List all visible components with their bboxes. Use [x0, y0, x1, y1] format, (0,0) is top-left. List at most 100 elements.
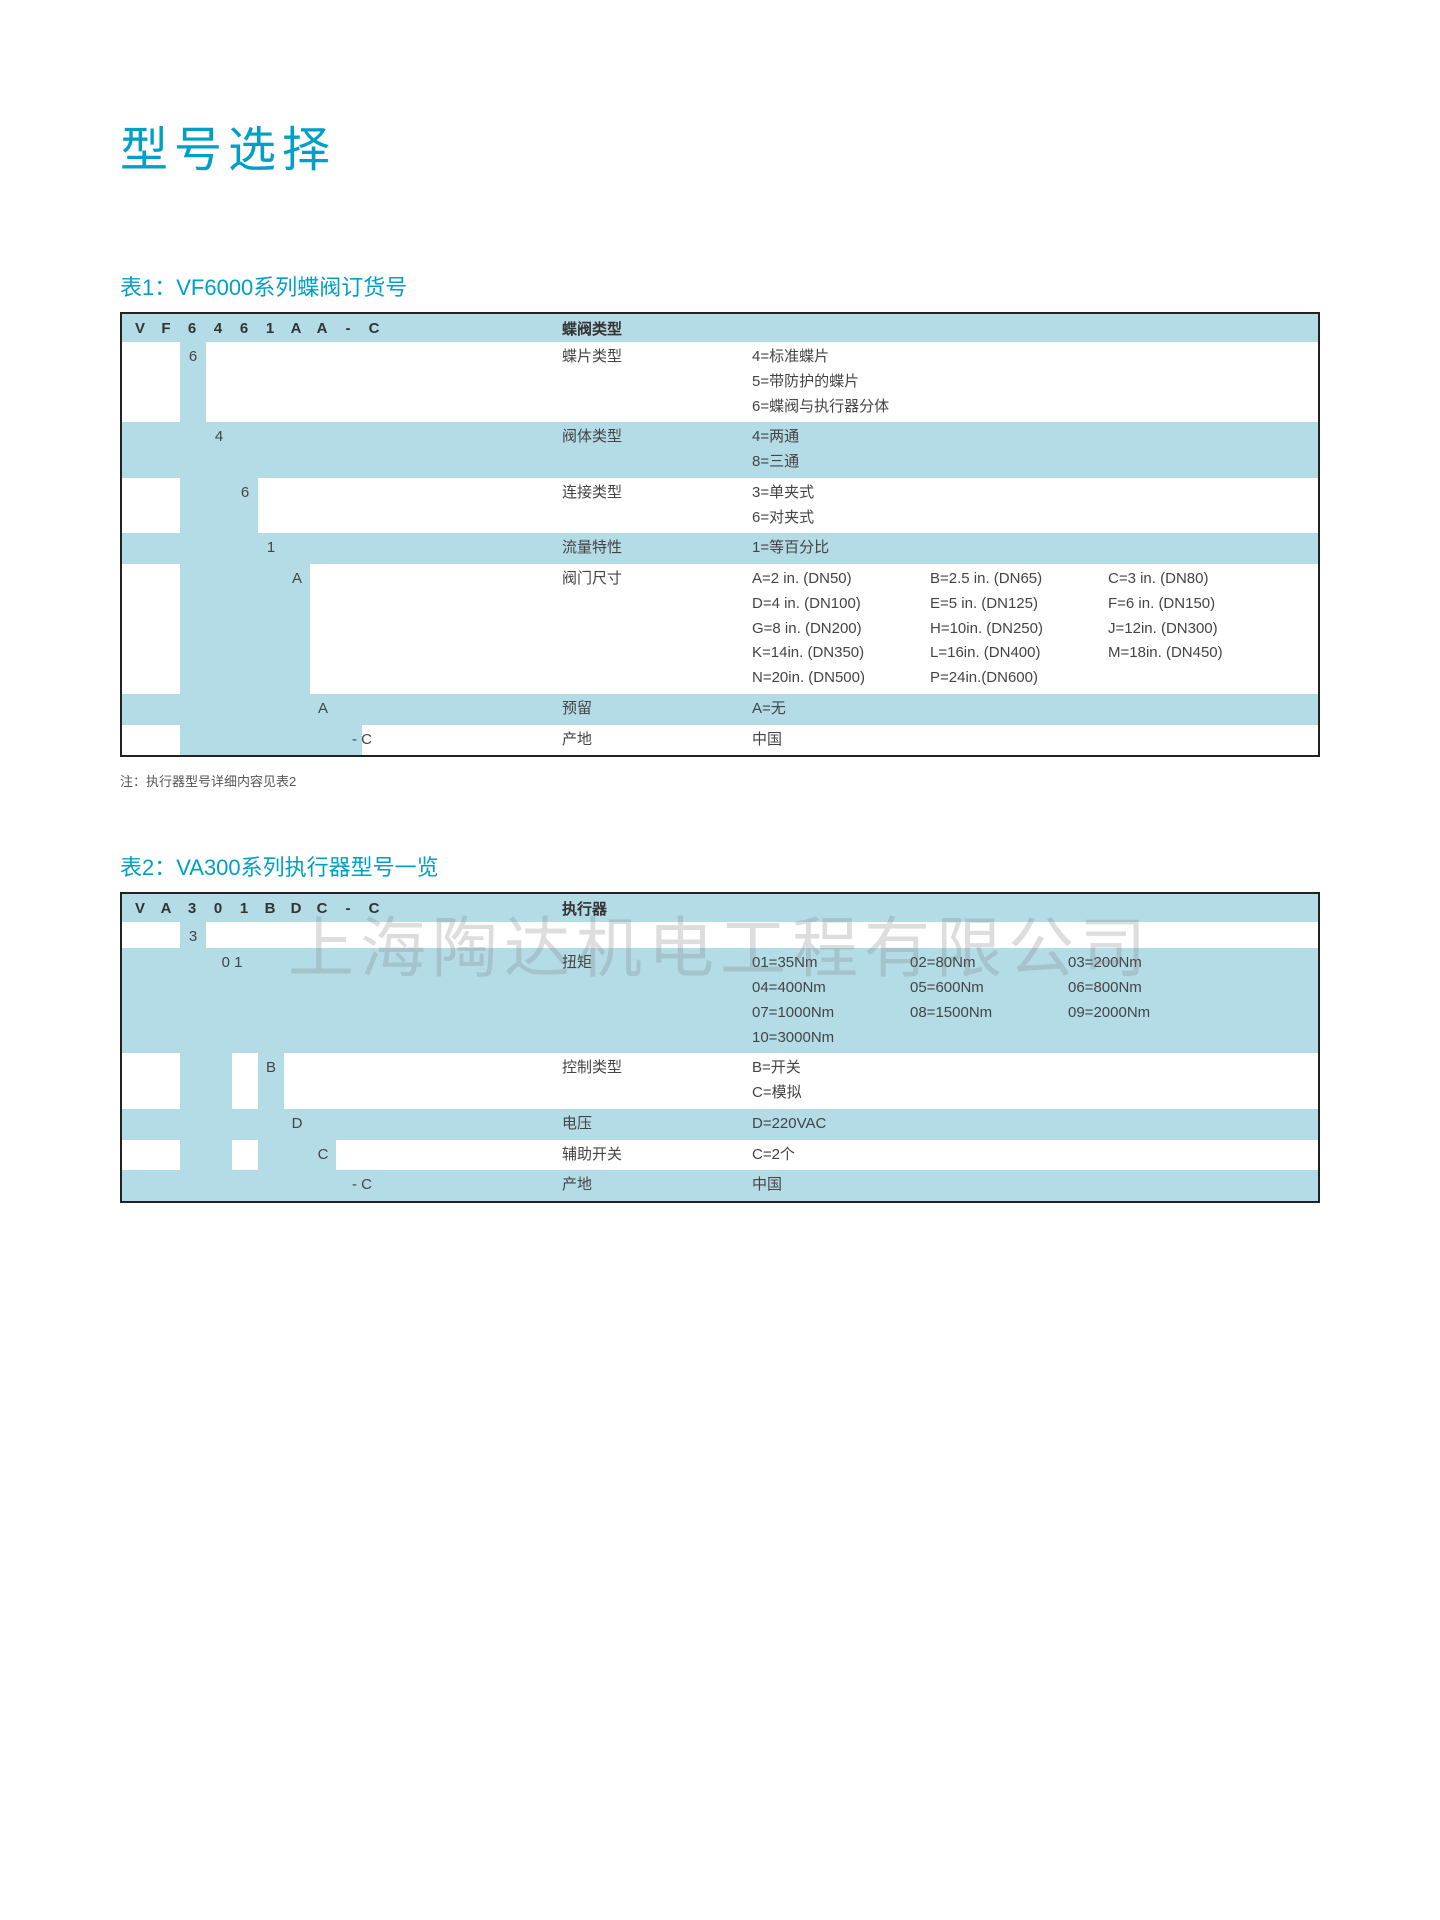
selector-row: 6 蝶片类型 4=标准蝶片5=带防护的蝶片6=蝶阀与执行器分体	[122, 342, 1318, 422]
value-item: A=无	[752, 697, 1052, 722]
value-item: 10=3000Nm	[752, 1026, 902, 1051]
selector-row: 4 阀体类型 4=两通8=三通	[122, 422, 1318, 478]
value-item: D=220VAC	[752, 1112, 1052, 1137]
row-label: 流量特性	[562, 536, 622, 561]
stair-bar	[284, 564, 310, 755]
value-item: J=12in. (DN300)	[1108, 617, 1278, 642]
value-item: P=24in.(DN600)	[930, 666, 1100, 691]
row-label: 蝶片类型	[562, 345, 622, 370]
value-item: K=14in. (DN350)	[752, 641, 922, 666]
code-char: D	[284, 900, 310, 917]
value-item: 1=等百分比	[752, 536, 1052, 561]
value-item: C=2个	[752, 1143, 1052, 1168]
row-char: C	[310, 1143, 336, 1168]
value-item: L=16in. (DN400)	[930, 641, 1100, 666]
row-char: - C	[336, 1173, 388, 1198]
value-item: C=3 in. (DN80)	[1108, 567, 1278, 592]
code-char: 4	[206, 320, 232, 337]
value-item: 6=蝶阀与执行器分体	[752, 395, 1052, 420]
row-values: 4=标准蝶片5=带防护的蝶片6=蝶阀与执行器分体	[752, 345, 1318, 419]
code-char: 6	[232, 320, 258, 337]
value-item: 05=600Nm	[910, 976, 1060, 1001]
code-char: 6	[180, 320, 206, 337]
row-values: 中国	[752, 1173, 1318, 1198]
value-item: 中国	[752, 1173, 1052, 1198]
value-item: D=4 in. (DN100)	[752, 592, 922, 617]
row-values: A=无	[752, 697, 1318, 722]
value-item: H=10in. (DN250)	[930, 617, 1100, 642]
row-char: 1	[258, 536, 284, 561]
code-char: 1	[232, 900, 258, 917]
code-char: C	[310, 900, 336, 917]
row-label: 产地	[562, 1173, 592, 1198]
stair-bar	[180, 342, 206, 755]
value-item: 中国	[752, 728, 1052, 753]
selector-row: B控制类型B=开关C=模拟	[122, 1053, 1318, 1109]
selector-row: 0 1扭矩01=35Nm02=80Nm03=200Nm04=400Nm05=60…	[122, 948, 1318, 1053]
value-item: G=8 in. (DN200)	[752, 617, 922, 642]
row-values: D=220VAC	[752, 1112, 1318, 1137]
code-char: B	[258, 900, 284, 917]
row-char: 0 1	[206, 951, 258, 976]
code-char: 1	[258, 320, 284, 337]
row-label: 阀门尺寸	[562, 567, 622, 592]
value-item: M=18in. (DN450)	[1108, 641, 1278, 666]
row-char: A	[284, 567, 310, 592]
row-label: 控制类型	[562, 1056, 622, 1081]
value-item: 6=对夹式	[752, 506, 1052, 531]
value-item: 06=800Nm	[1068, 976, 1218, 1001]
value-item: C=模拟	[752, 1081, 1052, 1106]
value-item: 03=200Nm	[1068, 951, 1218, 976]
value-item: 4=两通	[752, 425, 1052, 450]
code-char: C	[362, 900, 388, 917]
value-item: 4=标准蝶片	[752, 345, 1052, 370]
selector-row: 1 流量特性 1=等百分比	[122, 533, 1318, 564]
value-item: B=2.5 in. (DN65)	[930, 567, 1100, 592]
row-values: 4=两通8=三通	[752, 425, 1318, 475]
row-values: 01=35Nm02=80Nm03=200Nm04=400Nm05=600Nm06…	[752, 951, 1318, 1050]
code-strip: VF6461AA-C蝶阀类型	[122, 314, 1318, 342]
table2-heading: 表2：VA300系列执行器型号一览	[120, 850, 1320, 882]
row-char: 4	[206, 425, 232, 450]
table2-box: VA301BDC-C执行器30 1扭矩01=35Nm02=80Nm03=200N…	[120, 892, 1320, 1203]
row-label: 辅助开关	[562, 1143, 622, 1168]
row-char: 6	[232, 481, 258, 506]
value-item: 07=1000Nm	[752, 1001, 902, 1026]
value-item: N=20in. (DN500)	[752, 666, 922, 691]
table1-box: VF6461AA-C蝶阀类型6蝶片类型4=标准蝶片5=带防护的蝶片6=蝶阀与执行…	[120, 312, 1320, 757]
code-char: -	[336, 320, 362, 337]
stair-bar	[232, 478, 258, 755]
row-values: C=2个	[752, 1143, 1318, 1168]
row-char: 3	[180, 925, 206, 950]
value-item: 02=80Nm	[910, 951, 1060, 976]
code-char: -	[336, 900, 362, 917]
code-char: A	[284, 320, 310, 337]
code-char: 3	[180, 900, 206, 917]
value-item: E=5 in. (DN125)	[930, 592, 1100, 617]
stair-bar	[206, 422, 232, 755]
code-char: C	[362, 320, 388, 337]
value-item: A=2 in. (DN50)	[752, 567, 922, 592]
row-char: 6	[180, 345, 206, 370]
value-item: 04=400Nm	[752, 976, 902, 1001]
value-item: 09=2000Nm	[1068, 1001, 1218, 1026]
row-label: 阀体类型	[562, 425, 622, 450]
row-char: D	[284, 1112, 310, 1137]
value-item: 08=1500Nm	[910, 1001, 1060, 1026]
row-label: 预留	[562, 697, 592, 722]
code-char: A	[310, 320, 336, 337]
row-char: A	[310, 697, 336, 722]
row-label: 产地	[562, 728, 592, 753]
stair-bar	[206, 948, 232, 1201]
header-label: 蝶阀类型	[562, 318, 622, 339]
row-char: - C	[336, 728, 388, 753]
code-char: 0	[206, 900, 232, 917]
stair-bar	[258, 533, 284, 755]
value-item: 5=带防护的蝶片	[752, 370, 1052, 395]
row-label: 扭矩	[562, 951, 592, 976]
row-values: B=开关C=模拟	[752, 1056, 1318, 1106]
value-item: 3=单夹式	[752, 481, 1052, 506]
value-item: 8=三通	[752, 450, 1052, 475]
selector-row: 3	[122, 922, 1318, 948]
row-values: 中国	[752, 728, 1318, 753]
